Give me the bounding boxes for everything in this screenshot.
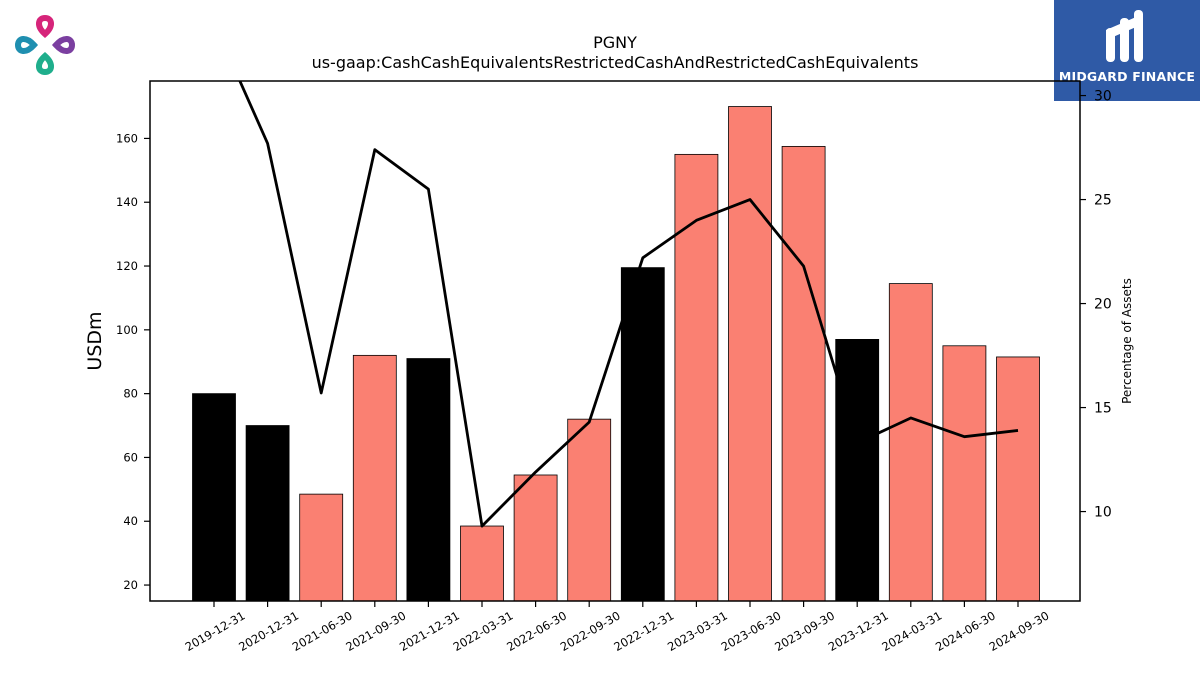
left-axis: 20 40 60 80 100 120 140 160 <box>116 131 150 592</box>
bar-2022-03-31 <box>460 525 504 602</box>
bar-2021-06-30 <box>299 493 344 602</box>
x-tick-label: 2022-09-30 <box>558 608 623 654</box>
bar-2020-12-31 <box>245 425 290 602</box>
bar-2021-12-31 <box>406 358 451 602</box>
x-tick-label: 2021-12-31 <box>397 608 462 654</box>
bar-2024-06-30 <box>942 345 987 602</box>
y2-tick-label: 25 <box>1094 193 1112 209</box>
x-tick-label: 2023-06-30 <box>719 608 784 654</box>
y2-axis-label: Percentage of Assets <box>1120 278 1134 404</box>
y2-tick-label: 10 <box>1094 505 1112 521</box>
bar-2019-12-31 <box>192 393 236 602</box>
chart-title: PGNY <box>593 33 637 52</box>
x-tick-label: 2023-03-31 <box>665 608 730 654</box>
x-tick-label: 2019-12-31 <box>183 608 248 654</box>
y2-tick-label: 20 <box>1094 297 1112 313</box>
y2-tick-label: 15 <box>1094 401 1112 417</box>
y-tick-label: 80 <box>123 387 138 401</box>
chart-subtitle: us-gaap:CashCashEquivalentsRestrictedCas… <box>312 53 919 72</box>
y2-tick-label: 30 <box>1094 89 1112 105</box>
bar-2021-09-30 <box>352 354 397 602</box>
bar-series <box>192 106 1040 602</box>
y-tick-label: 140 <box>116 195 138 209</box>
x-tick-label: 2024-06-30 <box>933 608 998 654</box>
y-tick-label: 40 <box>123 514 138 528</box>
midgard-finance-logo: MIDGARD FINANCE <box>1054 0 1200 101</box>
y-tick-label: 120 <box>116 259 138 273</box>
midgard-logo-text: MIDGARD FINANCE <box>1058 69 1196 84</box>
line-series <box>238 81 1019 528</box>
y-tick-label: 100 <box>116 323 138 337</box>
x-tick-label: 2021-09-30 <box>343 608 408 654</box>
bar-2023-09-30 <box>781 145 826 602</box>
company-logo <box>10 12 80 78</box>
x-tick-label: 2023-09-30 <box>772 608 837 654</box>
plot-frame <box>149 80 1081 602</box>
bar-2022-12-31 <box>620 267 665 602</box>
bar-2022-06-30 <box>513 474 558 602</box>
midgard-logo-mark <box>1106 10 1143 62</box>
y-tick-label: 160 <box>116 131 138 145</box>
x-tick-label: 2022-06-30 <box>504 608 569 654</box>
bar-2023-12-31 <box>835 339 880 602</box>
x-tick-label: 2022-12-31 <box>611 608 676 654</box>
y-tick-label: 20 <box>123 578 138 592</box>
y-tick-label: 60 <box>123 450 138 464</box>
bar-2024-03-31 <box>888 283 933 602</box>
x-tick-label: 2024-09-30 <box>987 608 1052 654</box>
bar-2023-06-30 <box>728 106 772 602</box>
x-tick-label: 2024-03-31 <box>879 608 944 654</box>
x-tick-label: 2020-12-31 <box>236 608 301 654</box>
percentage-line <box>238 81 1019 528</box>
bar-2022-09-30 <box>567 418 612 602</box>
x-tick-label: 2022-03-31 <box>451 608 516 654</box>
x-axis: 2019-12-312020-12-312021-06-302021-09-30… <box>183 601 1052 654</box>
bar-2024-09-30 <box>996 356 1040 602</box>
right-axis: 10 15 20 25 30 <box>1080 89 1112 521</box>
y-axis-label: USDm <box>84 311 106 370</box>
x-tick-label: 2021-06-30 <box>290 608 355 654</box>
company-logo-mark <box>14 14 76 76</box>
x-tick-label: 2023-12-31 <box>826 608 891 654</box>
